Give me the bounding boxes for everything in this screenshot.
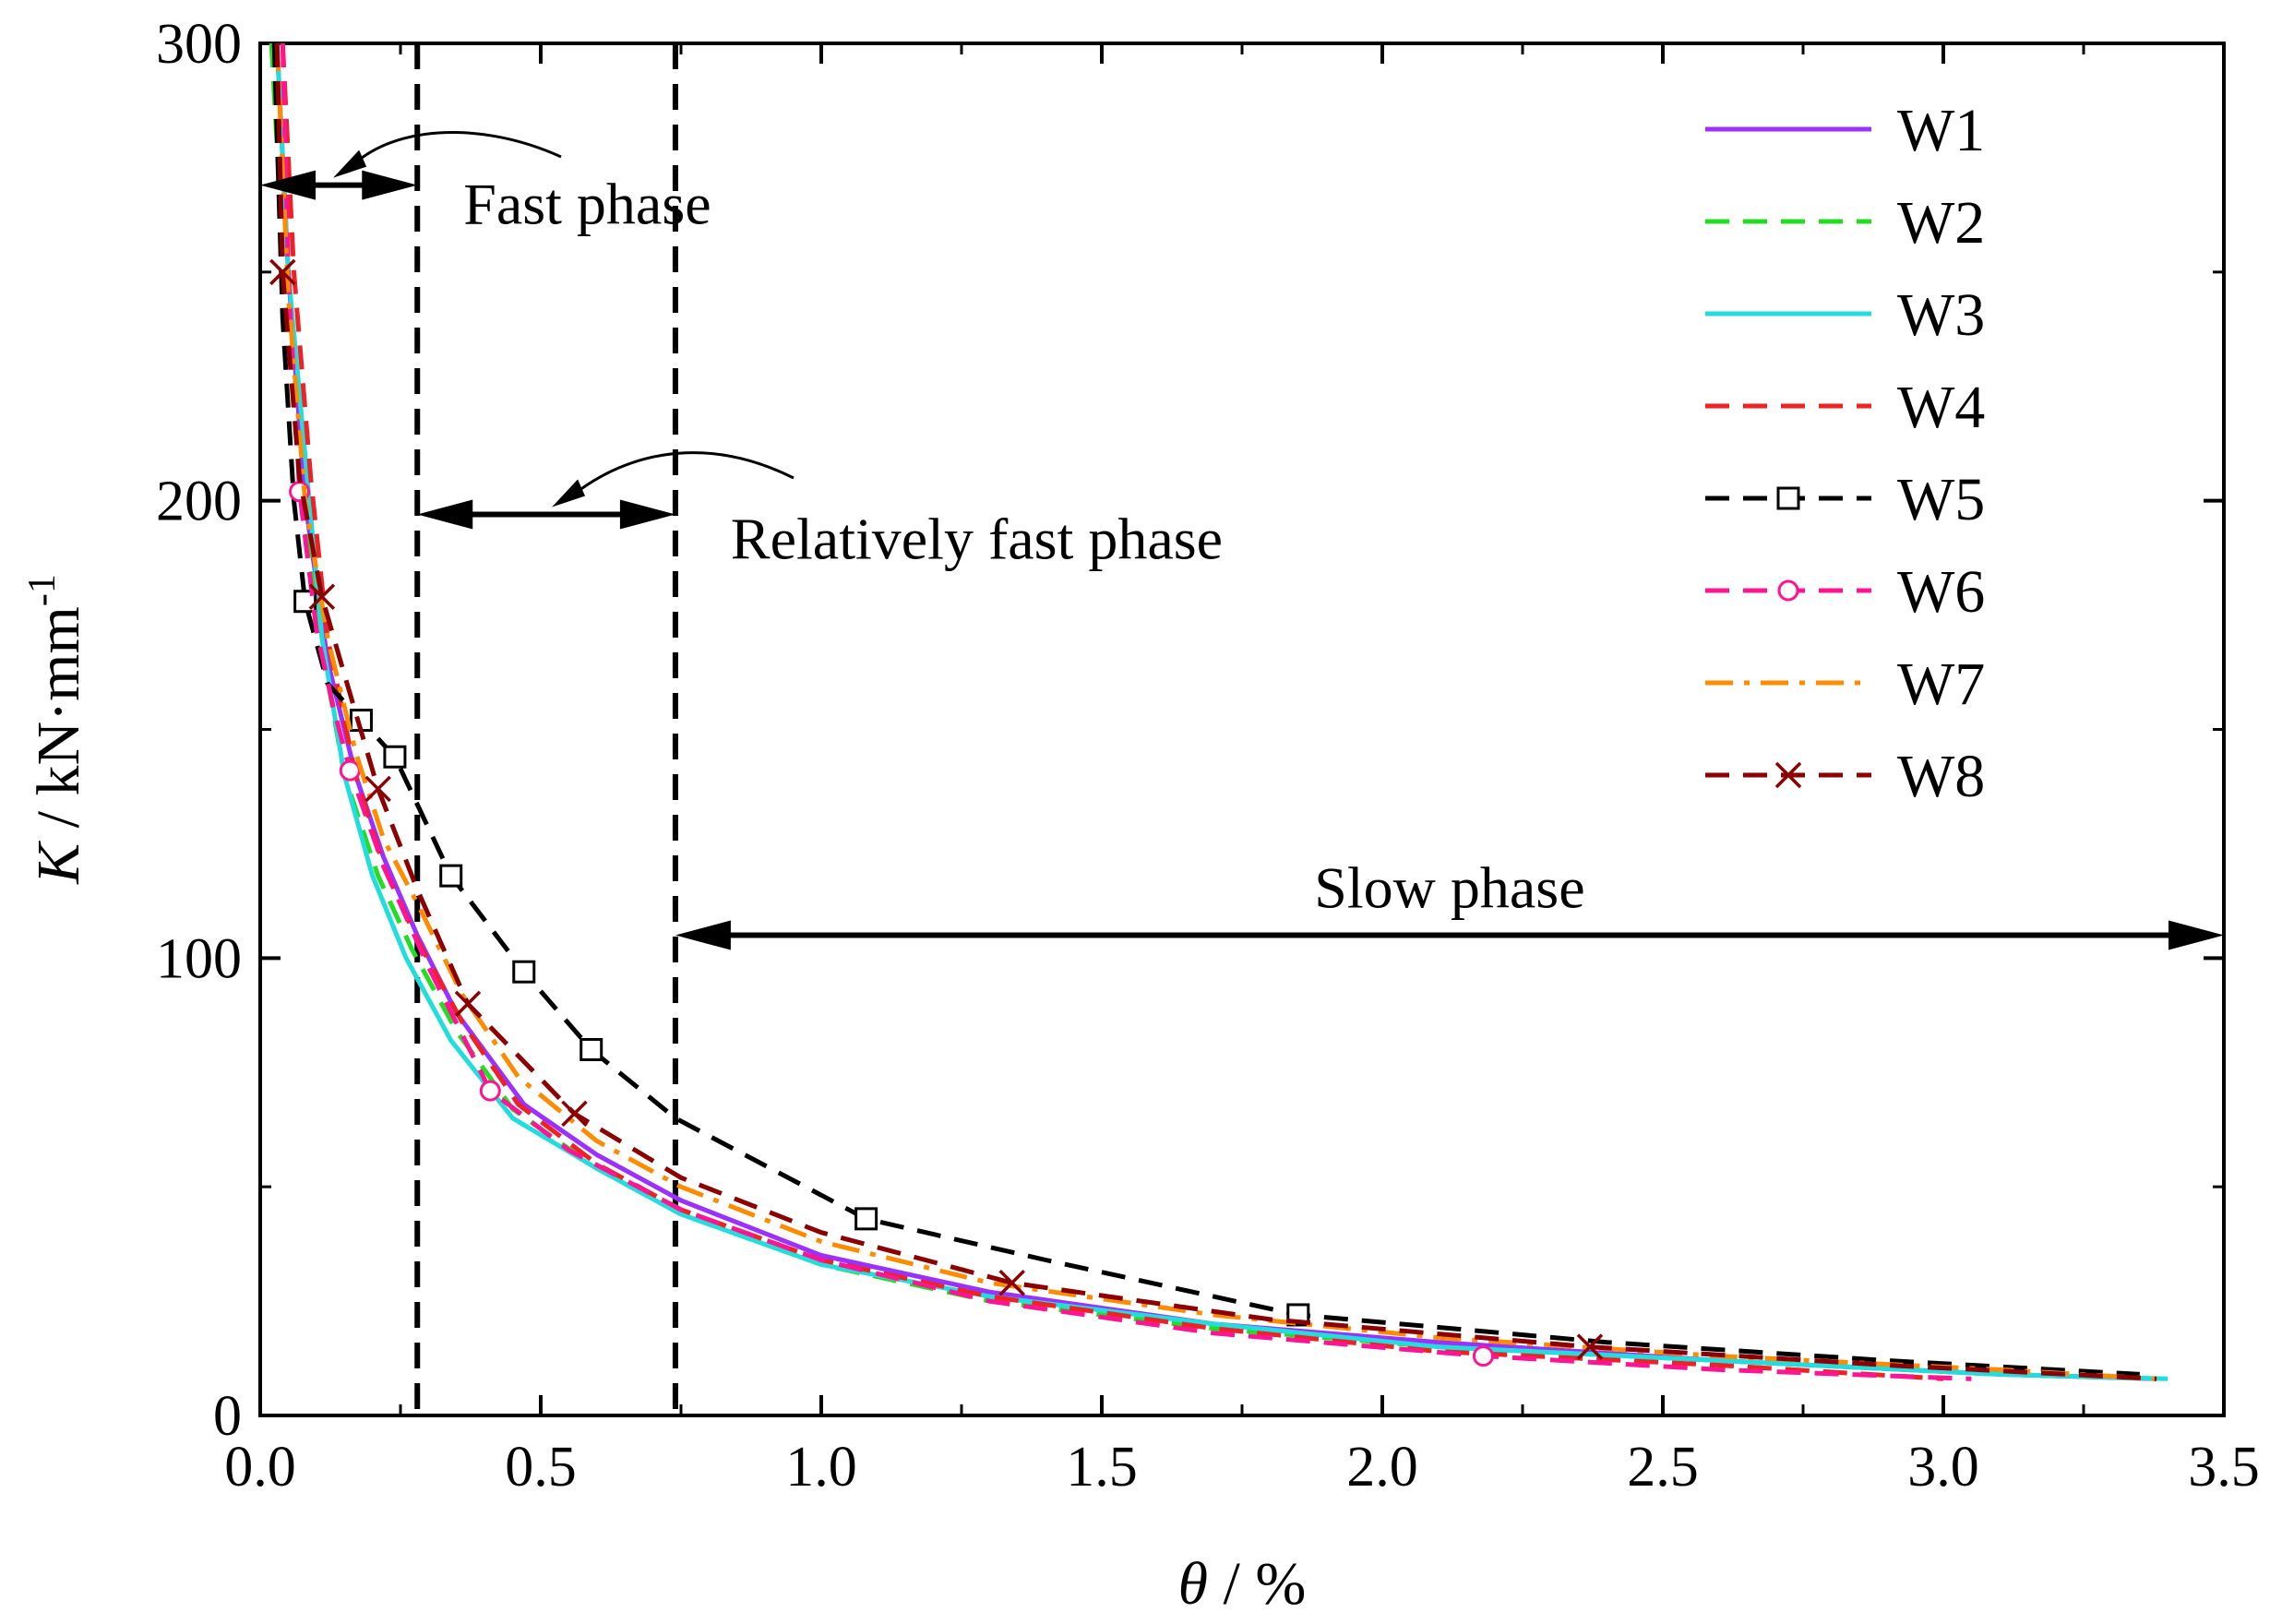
series-w1 bbox=[274, 42, 2157, 1381]
series-w6 bbox=[280, 42, 1972, 1381]
y-tick-label: 300 bbox=[156, 13, 242, 76]
data-point-w8 bbox=[454, 990, 482, 1018]
slow-phase-label: Slow phase bbox=[1314, 855, 1584, 921]
legend-label-w3: W3 bbox=[1897, 281, 1985, 349]
data-point-w8 bbox=[308, 583, 336, 610]
data-point-w8 bbox=[364, 775, 391, 803]
x-tick-label: 1.0 bbox=[785, 1436, 857, 1499]
legend-marker-w8 bbox=[1774, 761, 1802, 789]
legend-label-w5: W5 bbox=[1897, 466, 1985, 533]
data-point-w8 bbox=[561, 1100, 588, 1128]
relatively-fast-phase-arrow-head-left bbox=[417, 499, 473, 530]
legend-item-w3: W3 bbox=[1705, 281, 1985, 349]
y-axis: 0 100 200 300 bbox=[156, 13, 2224, 1448]
y-tick-label: 0 bbox=[213, 1385, 242, 1448]
legend-item-w6: W6 bbox=[1705, 558, 1985, 626]
series-line-w1 bbox=[274, 42, 2157, 1381]
data-series bbox=[269, 42, 2168, 1381]
data-point-w8 bbox=[998, 1270, 1025, 1296]
series-line-w7 bbox=[274, 42, 2157, 1381]
x-tick-label: 0.0 bbox=[224, 1436, 296, 1499]
x-tick-label: 2.0 bbox=[1346, 1436, 1418, 1499]
slow-phase-arrow-head-left bbox=[675, 920, 731, 950]
legend: W1 W2 W3 W4 W5 W6 W7 W8 bbox=[1705, 97, 1985, 810]
x-tick-label: 2.5 bbox=[1627, 1436, 1699, 1499]
x-tick-label: 0.5 bbox=[505, 1436, 577, 1499]
series-w4 bbox=[280, 42, 1944, 1381]
slow-phase-arrow-head-right bbox=[2168, 920, 2224, 950]
legend-label-w8: W8 bbox=[1897, 743, 1985, 810]
y-axis-unit: / kN·mm bbox=[25, 606, 92, 843]
relatively-fast-phase-pointer-head bbox=[552, 479, 586, 508]
series-w8 bbox=[269, 42, 2157, 1381]
fast-phase-arrow-head-right bbox=[362, 170, 418, 200]
data-point-w5 bbox=[383, 745, 407, 769]
legend-label-w1: W1 bbox=[1897, 97, 1985, 164]
data-point-w6 bbox=[339, 759, 361, 782]
fast-phase-pointer bbox=[344, 131, 562, 173]
x-axis-unit: / % bbox=[1208, 1550, 1306, 1618]
series-line-w4 bbox=[280, 42, 1944, 1381]
data-point-w5 bbox=[579, 1037, 603, 1061]
x-axis: 0.0 0.5 1.0 1.5 2.0 2.5 3.0 3.5 bbox=[224, 43, 2260, 1499]
series-line-w3 bbox=[274, 42, 2168, 1381]
series-line-w2 bbox=[269, 42, 2157, 1381]
legend-label-w7: W7 bbox=[1897, 651, 1985, 718]
y-axis-exponent: -1 bbox=[21, 574, 64, 606]
phase-annotations: Fast phase Relatively fast phase Slow ph… bbox=[260, 131, 2224, 950]
legend-item-w7: W7 bbox=[1705, 651, 1985, 718]
x-axis-symbol: θ bbox=[1178, 1550, 1208, 1618]
y-tick-label: 100 bbox=[156, 927, 242, 990]
series-line-w5 bbox=[271, 42, 2140, 1377]
relatively-fast-phase-pointer bbox=[564, 451, 795, 503]
phase-boundaries bbox=[414, 43, 678, 1415]
x-tick-label: 3.5 bbox=[2188, 1436, 2260, 1499]
slow-phase-arrow bbox=[675, 920, 2224, 950]
data-point-w5 bbox=[854, 1207, 878, 1231]
series-line-w8 bbox=[274, 42, 2157, 1381]
data-point-w8 bbox=[1576, 1333, 1604, 1360]
data-point-w6 bbox=[479, 1080, 501, 1102]
series-line-w6 bbox=[280, 42, 1972, 1381]
y-axis-title: K / kN·mm-1 bbox=[21, 574, 92, 885]
legend-item-w8: W8 bbox=[1705, 743, 1985, 810]
data-point-w5 bbox=[512, 960, 536, 984]
legend-item-w2: W2 bbox=[1705, 189, 1985, 257]
legend-label-w6: W6 bbox=[1897, 558, 1985, 626]
legend-label-w2: W2 bbox=[1897, 189, 1985, 257]
relatively-fast-phase-label: Relatively fast phase bbox=[731, 507, 1223, 572]
fast-phase-label: Fast phase bbox=[463, 172, 711, 237]
legend-item-w4: W4 bbox=[1705, 374, 1985, 441]
legend-marker-w6 bbox=[1777, 579, 1799, 602]
series-w5 bbox=[271, 42, 2140, 1377]
data-point-w6 bbox=[1472, 1345, 1494, 1367]
series-w3 bbox=[274, 42, 2168, 1381]
legend-marker-w5 bbox=[1776, 486, 1800, 510]
y-tick-label: 200 bbox=[156, 471, 242, 533]
y-axis-symbol: K bbox=[25, 841, 92, 885]
relatively-fast-phase-arrow-head-right bbox=[619, 499, 675, 530]
series-w7 bbox=[274, 42, 2157, 1381]
series-w2 bbox=[269, 42, 2157, 1381]
fast-phase-arrow bbox=[260, 170, 418, 200]
relatively-fast-phase-arrow bbox=[417, 499, 675, 530]
legend-item-w1: W1 bbox=[1705, 97, 1985, 164]
legend-item-w5: W5 bbox=[1705, 466, 1985, 533]
x-tick-label: 1.5 bbox=[1066, 1436, 1138, 1499]
legend-label-w4: W4 bbox=[1897, 374, 1985, 441]
x-tick-label: 3.0 bbox=[1907, 1436, 1979, 1499]
data-point-w5 bbox=[439, 864, 463, 888]
fast-phase-pointer-head bbox=[333, 149, 367, 178]
fast-phase-arrow-head-left bbox=[260, 170, 316, 200]
data-point-w8 bbox=[269, 258, 296, 286]
x-axis-title: θ / % bbox=[1178, 1550, 1307, 1618]
